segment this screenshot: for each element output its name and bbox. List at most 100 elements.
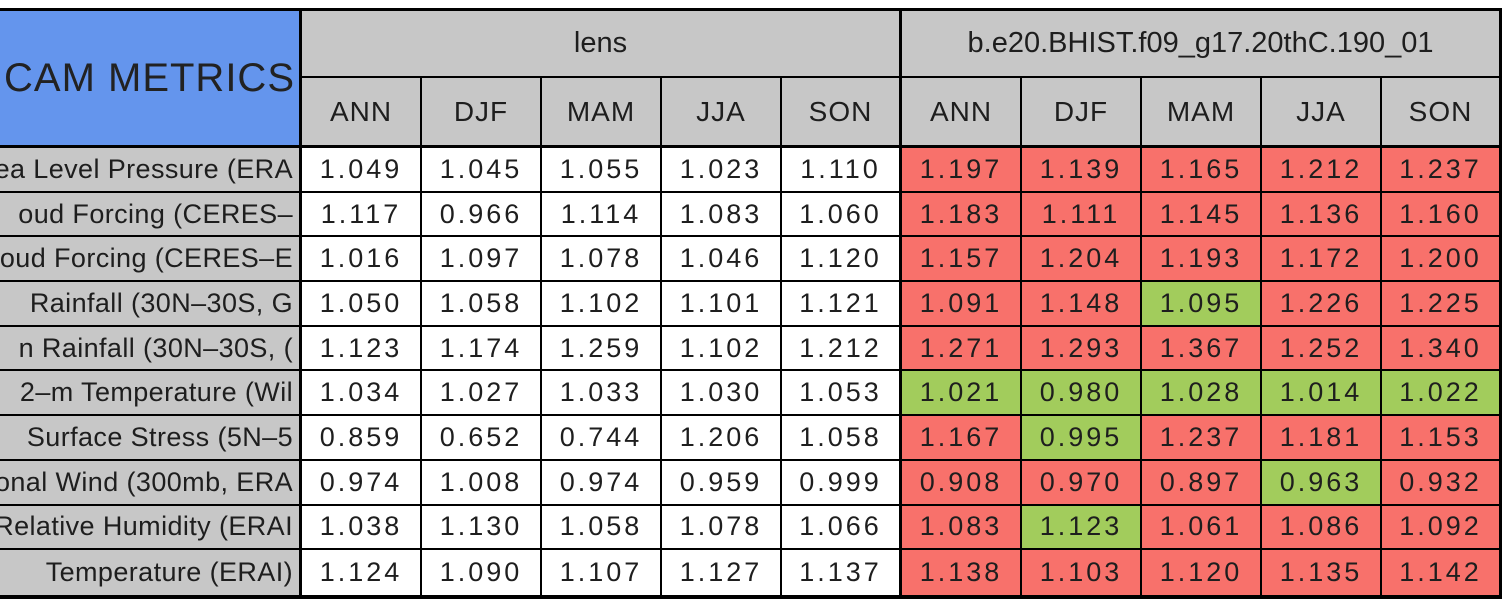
metric-value-cell: 1.237 — [1142, 416, 1262, 461]
metric-value-cell: 0.970 — [1022, 460, 1142, 506]
metric-value-cell: 1.157 — [902, 237, 1022, 283]
metric-value-cell: 1.181 — [1262, 416, 1382, 461]
metric-value-cell: 1.204 — [1022, 237, 1142, 283]
metric-value-cell: 1.058 — [782, 416, 902, 461]
season-header: MAM — [542, 78, 662, 148]
metric-value-cell: 1.135 — [1262, 550, 1382, 595]
metric-value-cell: 1.117 — [302, 192, 422, 238]
row-label: Surface Stress (5N–5 — [0, 416, 302, 461]
metric-value-cell: 1.212 — [1262, 148, 1382, 193]
metric-value-cell: 0.859 — [302, 416, 422, 461]
metric-value-cell: 1.123 — [1022, 505, 1142, 551]
row-label: oud Forcing (CERES– — [0, 192, 302, 238]
metric-value-cell: 1.021 — [902, 371, 1022, 417]
metric-value-cell: 0.932 — [1382, 460, 1502, 506]
metric-value-cell: 1.092 — [1382, 505, 1502, 551]
metric-value-cell: 1.061 — [1142, 505, 1262, 551]
metric-value-cell: 1.200 — [1382, 237, 1502, 283]
metric-value-cell: 0.908 — [902, 460, 1022, 506]
metric-value-cell: 1.127 — [662, 550, 782, 595]
metric-value-cell: 1.060 — [782, 192, 902, 238]
metric-value-cell: 1.027 — [422, 371, 542, 417]
row-label: Relative Humidity (ERAI — [0, 505, 302, 551]
season-header: ANN — [302, 78, 422, 148]
metric-value-cell: 1.174 — [422, 326, 542, 372]
season-header: MAM — [1142, 78, 1262, 148]
metric-value-cell: 1.055 — [542, 148, 662, 193]
metric-value-cell: 1.271 — [902, 326, 1022, 372]
metric-value-cell: 1.136 — [1262, 192, 1382, 238]
metric-value-cell: 1.160 — [1382, 192, 1502, 238]
metric-value-cell: 1.340 — [1382, 326, 1502, 372]
metric-value-cell: 1.145 — [1142, 192, 1262, 238]
row-label: onal Wind (300mb, ERA — [0, 460, 302, 506]
metric-value-cell: 1.030 — [662, 371, 782, 417]
metric-value-cell: 1.293 — [1022, 326, 1142, 372]
metric-value-cell: 1.120 — [782, 237, 902, 283]
metric-value-cell: 1.139 — [1022, 148, 1142, 193]
row-label: 2–m Temperature (Wil — [0, 371, 302, 417]
metric-value-cell: 0.652 — [422, 416, 542, 461]
row-label: Rainfall (30N–30S, G — [0, 282, 302, 327]
metric-value-cell: 1.095 — [1142, 282, 1262, 327]
metric-value-cell: 0.897 — [1142, 460, 1262, 506]
metric-value-cell: 1.237 — [1382, 148, 1502, 193]
metric-value-cell: 1.022 — [1382, 371, 1502, 417]
metric-value-cell: 1.259 — [542, 326, 662, 372]
metric-value-cell: 0.963 — [1262, 460, 1382, 506]
metric-value-cell: 1.130 — [422, 505, 542, 551]
metric-value-cell: 1.102 — [662, 326, 782, 372]
season-header: DJF — [422, 78, 542, 148]
metric-value-cell: 1.212 — [782, 326, 902, 372]
metric-value-cell: 1.197 — [902, 148, 1022, 193]
metric-value-cell: 1.114 — [542, 192, 662, 238]
season-header: JJA — [1262, 78, 1382, 148]
metric-value-cell: 1.090 — [422, 550, 542, 595]
row-label: n Rainfall (30N–30S, ( — [0, 326, 302, 372]
metric-value-cell: 1.102 — [542, 282, 662, 327]
row-label: ea Level Pressure (ERA — [0, 148, 302, 193]
metric-value-cell: 1.111 — [1022, 192, 1142, 238]
season-header: DJF — [1022, 78, 1142, 148]
metric-value-cell: 1.167 — [902, 416, 1022, 461]
metric-value-cell: 0.966 — [422, 192, 542, 238]
metric-value-cell: 1.226 — [1262, 282, 1382, 327]
metric-value-cell: 1.008 — [422, 460, 542, 506]
metric-value-cell: 1.049 — [302, 148, 422, 193]
metric-value-cell: 0.974 — [542, 460, 662, 506]
metric-value-cell: 1.252 — [1262, 326, 1382, 372]
metric-value-cell: 1.153 — [1382, 416, 1502, 461]
metric-value-cell: 1.078 — [542, 237, 662, 283]
metric-value-cell: 0.980 — [1022, 371, 1142, 417]
metric-value-cell: 1.137 — [782, 550, 902, 595]
row-label: oud Forcing (CERES–E — [0, 237, 302, 283]
metric-value-cell: 1.124 — [302, 550, 422, 595]
metric-value-cell: 1.142 — [1382, 550, 1502, 595]
metric-value-cell: 1.046 — [662, 237, 782, 283]
metric-value-cell: 1.193 — [1142, 237, 1262, 283]
metric-value-cell: 1.083 — [662, 192, 782, 238]
metric-value-cell: 1.086 — [1262, 505, 1382, 551]
season-header: SON — [782, 78, 902, 148]
metric-value-cell: 1.148 — [1022, 282, 1142, 327]
metric-value-cell: 1.014 — [1262, 371, 1382, 417]
metric-value-cell: 0.744 — [542, 416, 662, 461]
metric-value-cell: 1.078 — [662, 505, 782, 551]
metric-value-cell: 1.107 — [542, 550, 662, 595]
row-label: Temperature (ERAI) — [0, 550, 302, 595]
metric-value-cell: 1.091 — [902, 282, 1022, 327]
season-header: ANN — [902, 78, 1022, 148]
metric-value-cell: 1.066 — [782, 505, 902, 551]
metric-value-cell: 1.101 — [662, 282, 782, 327]
metric-value-cell: 1.367 — [1142, 326, 1262, 372]
metric-value-cell: 1.206 — [662, 416, 782, 461]
metric-value-cell: 1.038 — [302, 505, 422, 551]
metric-value-cell: 1.016 — [302, 237, 422, 283]
metric-value-cell: 1.033 — [542, 371, 662, 417]
metric-value-cell: 1.028 — [1142, 371, 1262, 417]
metric-value-cell: 1.034 — [302, 371, 422, 417]
metric-value-cell: 0.995 — [1022, 416, 1142, 461]
metric-value-cell: 0.959 — [662, 460, 782, 506]
season-header: SON — [1382, 78, 1502, 148]
metric-value-cell: 1.083 — [902, 505, 1022, 551]
